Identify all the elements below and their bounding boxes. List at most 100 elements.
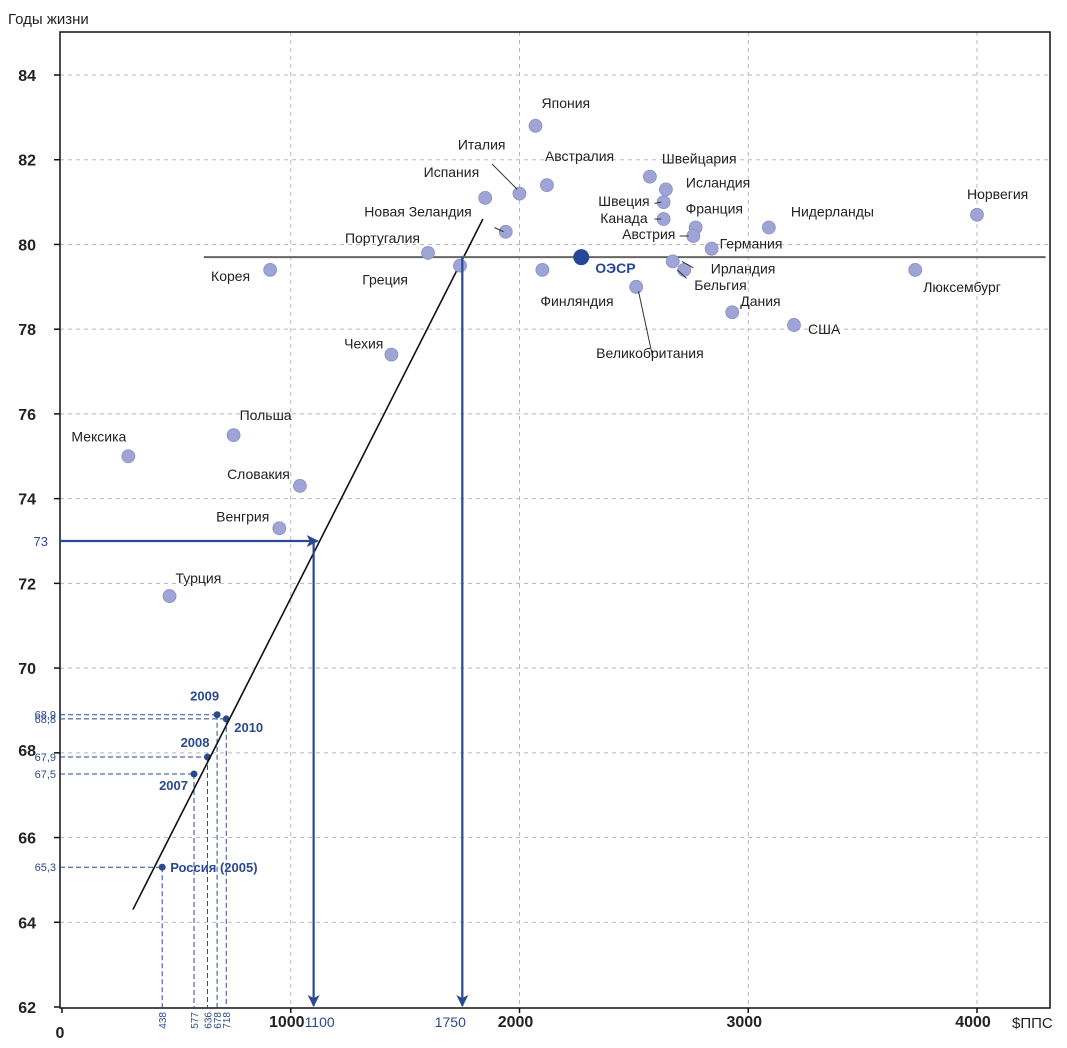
country-point bbox=[478, 190, 493, 205]
country-point bbox=[686, 229, 701, 243]
russia-point-label: 2007 bbox=[159, 778, 188, 793]
country-label: Люксембург bbox=[923, 279, 1001, 295]
country-point bbox=[384, 347, 399, 362]
russia-y-value-label: 67,9 bbox=[35, 752, 56, 764]
oecd-label: ОЭСР bbox=[595, 260, 635, 276]
y-tick-label: 76 bbox=[18, 407, 36, 424]
country-label: Чехия bbox=[344, 336, 383, 352]
russia-y-value-label: 68,8 bbox=[35, 714, 56, 726]
arrow-target-label: 1750 bbox=[435, 1014, 466, 1030]
russia-point bbox=[190, 770, 198, 778]
country-label: Италия bbox=[458, 137, 506, 153]
x-tick-label: 3000 bbox=[726, 1014, 762, 1031]
country-point bbox=[498, 224, 513, 239]
country-point bbox=[725, 305, 740, 320]
y-tick-label: 82 bbox=[18, 153, 36, 170]
plot-frame bbox=[59, 31, 1051, 1009]
country-point bbox=[263, 262, 278, 277]
russia-x-value-label: 577 bbox=[190, 1012, 201, 1029]
country-label: Корея bbox=[211, 268, 250, 284]
country-label: Бельгия bbox=[694, 277, 746, 293]
country-label: Австралия bbox=[545, 148, 614, 164]
russia-point-label: Россия (2005) bbox=[170, 860, 257, 875]
y-tick-label: 72 bbox=[18, 576, 36, 593]
country-point bbox=[453, 258, 467, 273]
y-axis-label: Годы жизни bbox=[8, 11, 89, 28]
trend-line bbox=[132, 218, 484, 910]
axes: 62 64 66 68 70 72 74 76 78 80 82 84 0 1000 2000 3000 400… bbox=[18, 31, 1051, 1042]
y-tick-label: 84 bbox=[18, 68, 36, 85]
russia-y-value-label: 65,3 bbox=[35, 862, 56, 874]
country-label: Новая Зеландия bbox=[364, 204, 471, 220]
y-tick-label: 64 bbox=[18, 915, 36, 932]
country-label: Швеция bbox=[598, 193, 649, 209]
russia-x-value-label: 678 bbox=[213, 1012, 224, 1029]
country-label: Нидерланды bbox=[791, 204, 874, 220]
russia-point bbox=[213, 711, 221, 719]
y-tick-label: 66 bbox=[18, 831, 36, 848]
country-point bbox=[761, 220, 776, 235]
country-point bbox=[908, 262, 923, 277]
country-label: Великобритания bbox=[596, 345, 704, 361]
country-label: Греция bbox=[362, 272, 408, 288]
y-tick-label: 74 bbox=[18, 492, 36, 509]
russia-x-value-label: 438 bbox=[158, 1012, 169, 1029]
country-label: Австрия bbox=[622, 226, 675, 242]
trend-line bbox=[132, 218, 484, 910]
label-leader bbox=[494, 227, 504, 233]
russia-point-label: 2009 bbox=[190, 689, 219, 704]
country-label: Ирландия bbox=[711, 260, 776, 276]
country-point bbox=[704, 241, 719, 256]
country-label: Швейцария bbox=[662, 151, 737, 167]
label-leader bbox=[654, 201, 662, 204]
y-tick-label: 62 bbox=[18, 1000, 36, 1017]
country-label: Польша bbox=[240, 407, 292, 423]
russia-y-value-label: 67,5 bbox=[35, 769, 56, 781]
russia-x-value-label: 636 bbox=[203, 1012, 214, 1029]
arrows: 73 1100 1750 bbox=[34, 257, 469, 1030]
country-label: Исландия bbox=[686, 174, 750, 190]
russia-point bbox=[158, 863, 166, 871]
country-point bbox=[540, 178, 554, 193]
arrow-target-label: 1100 bbox=[305, 1014, 335, 1030]
country-point bbox=[121, 449, 136, 464]
russia-x-value-label: 718 bbox=[222, 1012, 233, 1029]
arrow-start-label: 73 bbox=[34, 534, 48, 549]
country-point bbox=[421, 246, 435, 260]
country-label: Мексика bbox=[71, 428, 126, 444]
y-tick-label: 78 bbox=[18, 322, 36, 339]
x-tick-label: 4000 bbox=[955, 1014, 991, 1031]
y-tick-label: 70 bbox=[18, 661, 36, 678]
x-tick-label: 1000 bbox=[269, 1014, 305, 1031]
country-point bbox=[528, 118, 543, 133]
country-label: Португалия bbox=[345, 230, 420, 246]
country-label: Германия bbox=[720, 236, 783, 252]
country-label: Канада bbox=[600, 210, 648, 226]
country-label: Венгрия bbox=[216, 508, 269, 524]
country-point bbox=[292, 479, 307, 493]
country-points: Япония Италия Австралия Испания Новая Зеланд… bbox=[71, 95, 1028, 603]
country-label: Финляндия bbox=[540, 293, 613, 309]
russia-point-label: 2008 bbox=[181, 735, 210, 750]
country-point bbox=[642, 169, 657, 184]
country-label: США bbox=[808, 321, 841, 337]
label-leader bbox=[676, 269, 687, 279]
country-point bbox=[162, 589, 177, 603]
country-label: Словакия bbox=[227, 466, 290, 482]
country-point bbox=[787, 318, 801, 332]
y-tick-label: 68 bbox=[18, 743, 36, 760]
x-tick-label: 2000 bbox=[498, 1014, 534, 1031]
country-point bbox=[226, 428, 241, 442]
country-label: Турция bbox=[176, 570, 222, 586]
label-leader bbox=[681, 260, 694, 269]
x-tick-label: 0 bbox=[56, 1025, 65, 1042]
label-leader bbox=[491, 163, 518, 190]
country-point bbox=[535, 262, 550, 277]
russia-point-label: 2010 bbox=[234, 720, 263, 735]
country-label: Испания bbox=[424, 164, 480, 180]
oecd-point bbox=[573, 249, 590, 266]
country-point bbox=[272, 521, 287, 536]
label-leader bbox=[637, 290, 653, 355]
